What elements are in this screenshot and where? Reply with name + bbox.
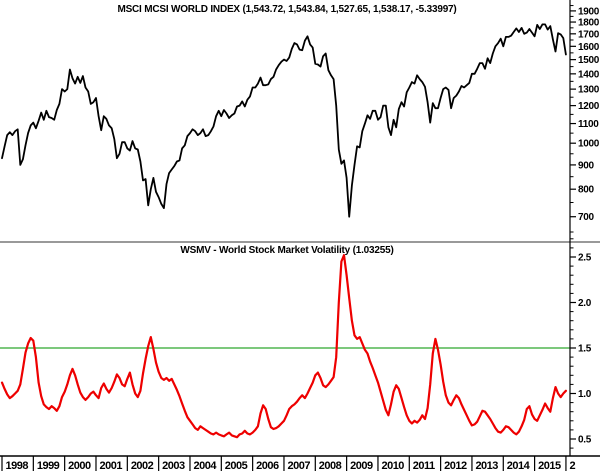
x-year-label: 2012: [444, 460, 467, 472]
x-year-label: 2000: [68, 460, 91, 472]
volatility-line: [0, 254, 568, 439]
y-tick-label: 1800: [578, 18, 600, 29]
y-tick-label: 1100: [578, 119, 599, 130]
x-year-label: 2002: [131, 460, 154, 472]
msci-world-line: [1, 23, 567, 218]
y-tick-label: 1.0: [578, 389, 592, 400]
y-tick-label: 800: [578, 185, 595, 196]
y-tick-label: 900: [578, 160, 595, 171]
bottom-panel-title: WSMV - World Stock Market Volatility (1.…: [180, 245, 393, 256]
x-year-label: 2003: [162, 460, 185, 472]
x-year-label: 2014: [507, 460, 531, 472]
y-tick-label: 0.5: [578, 435, 592, 446]
y-tick-label: 1200: [578, 101, 600, 112]
y-tick-label: 1700: [578, 29, 600, 40]
y-tick-label: 1000: [578, 139, 600, 150]
x-year-label: 1998: [6, 460, 29, 472]
y-tick-label: 700: [578, 212, 595, 223]
y-tick-label: 2.0: [578, 298, 592, 309]
x-year-label: 2015: [538, 460, 561, 472]
y-tick-label: 1900: [578, 6, 600, 17]
y-tick-label: 1.5: [578, 344, 592, 355]
y-tick-label: 1300: [578, 85, 600, 96]
x-year-label: 2011: [413, 460, 435, 472]
x-year-label: 2010: [381, 460, 404, 472]
y-tick-label: 1400: [578, 69, 600, 80]
y-tick-label: 2.5: [578, 253, 592, 264]
series-layer: [0, 23, 568, 439]
x-year-label: 2008: [319, 460, 342, 472]
y-tick-label: 1600: [578, 42, 600, 53]
x-year-label: 2009: [350, 460, 373, 472]
x-year-label: 2007: [287, 460, 310, 472]
x-year-label: 1999: [37, 460, 60, 472]
x-year-label-partial: 2: [569, 460, 575, 472]
x-year-label: 2013: [475, 460, 498, 472]
top-panel-title: MSCI MCSI WORLD INDEX (1,543.72, 1,543.8…: [117, 4, 456, 15]
x-year-label: 2001: [99, 460, 122, 472]
x-year-label: 2005: [225, 460, 248, 472]
x-year-label: 2006: [256, 460, 279, 472]
y-tick-label: 1500: [578, 55, 600, 66]
x-year-label: 2004: [193, 460, 217, 472]
